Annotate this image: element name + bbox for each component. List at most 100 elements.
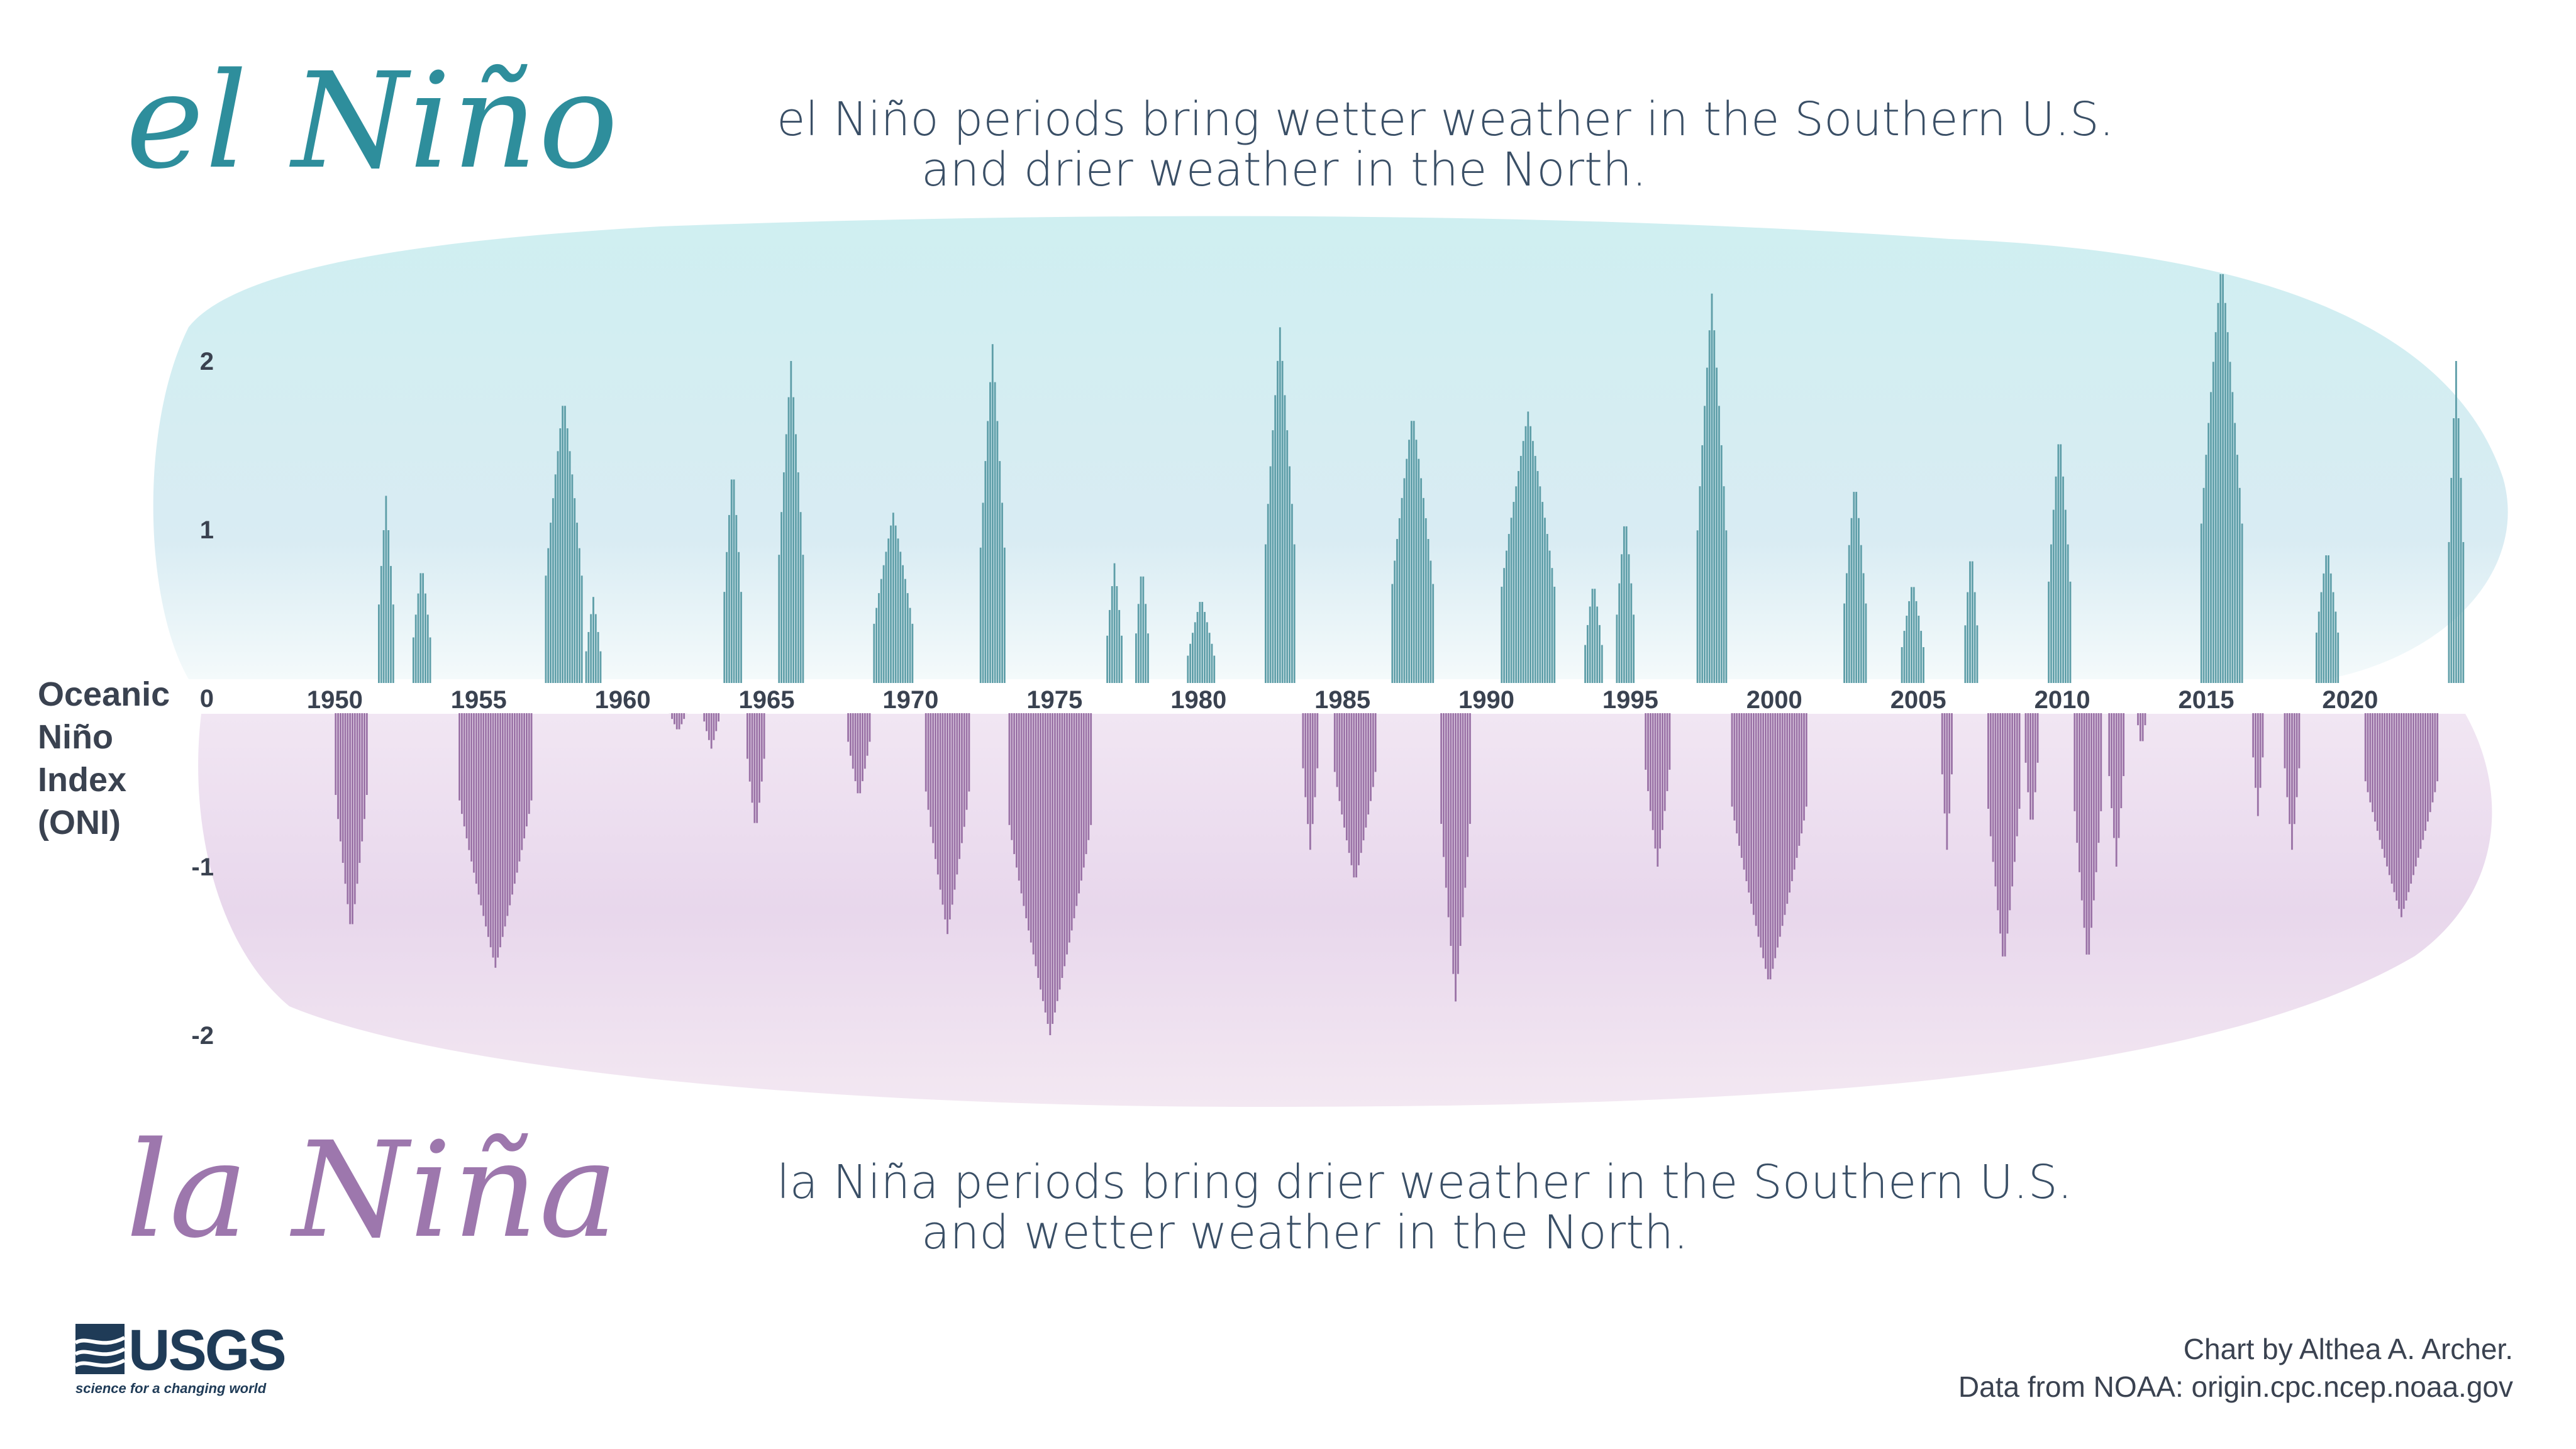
el-nino-bar (1515, 486, 1518, 698)
el-nino-bar (1213, 655, 1216, 698)
la-nina-bar (857, 698, 859, 794)
la-nina-bar (523, 698, 526, 839)
la-nina-bar (1316, 698, 1319, 769)
la-nina-bar (953, 698, 956, 890)
la-nina-bar (1951, 698, 1953, 775)
el-nino-bar (1145, 604, 1147, 698)
la-nina-bar (939, 698, 941, 890)
el-nino-bar (562, 406, 564, 698)
la-nina-bar (1358, 698, 1360, 865)
el-nino-bar (1187, 655, 1189, 698)
el-nino-bar (2231, 392, 2234, 698)
la-nina-bar (1663, 698, 1666, 811)
la-nina-bar (2396, 698, 2398, 901)
la-nina-bar (2390, 698, 2393, 884)
la-nina-bar (932, 698, 935, 843)
el-nino-bar (1553, 586, 1556, 698)
la-nina-bar (2095, 698, 2097, 872)
el-nino-bar (996, 421, 999, 698)
la-nina-bar (2139, 698, 2141, 741)
la-nina-bar (2115, 698, 2118, 867)
la-nina-bar (2296, 698, 2298, 797)
el-nino-bar (1424, 518, 1427, 698)
la-nina-bar (1374, 698, 1377, 772)
el-nino-bar (1699, 486, 1701, 698)
la-nina-bar (353, 698, 356, 904)
el-nino-bar (580, 575, 583, 698)
el-nino-bar (1398, 518, 1401, 698)
el-nino-bar (545, 575, 547, 698)
el-nino-title: el Niño (126, 44, 619, 198)
la-nina-bar (487, 698, 489, 937)
la-nina-bar (760, 698, 763, 782)
el-nino-bar (878, 593, 880, 698)
la-nina-bar (1649, 698, 1652, 811)
el-nino-bar (730, 479, 733, 698)
el-nino-bar (1967, 592, 1969, 698)
la-nina-bar (2386, 698, 2388, 867)
la-nina-bar (753, 698, 756, 823)
el-nino-bar (1858, 518, 1860, 698)
la-nina-description-line1: la Niña periods bring drier weather in t… (777, 1155, 2073, 1209)
y-tick-label: -2 (191, 1022, 214, 1050)
el-nino-bar (1003, 547, 1006, 698)
el-nino-bar (989, 382, 991, 698)
el-nino-bar (1850, 518, 1853, 698)
el-nino-bar (1618, 583, 1621, 698)
la-nina-bar (1443, 698, 1445, 857)
el-nino-bar (2064, 509, 2067, 698)
el-nino-bar (2222, 274, 2224, 698)
la-nina-bar (1066, 698, 1068, 955)
el-nino-bar (597, 631, 599, 698)
el-nino-bar (979, 547, 982, 698)
el-nino-bar (1267, 504, 1269, 698)
el-nino-bar (1696, 530, 1699, 698)
el-nino-bar (1865, 603, 1867, 698)
la-nina-bar (1058, 698, 1061, 990)
el-nino-bar (790, 361, 792, 698)
x-tick-label: 2005 (1890, 686, 1946, 714)
la-nina-bar (1049, 698, 1052, 1035)
la-nina-bar (2407, 698, 2410, 892)
la-nina-bar (1078, 698, 1080, 894)
la-nina-bar (1801, 698, 1803, 834)
la-nina-bar (2016, 698, 2018, 836)
la-nina-bar (1044, 698, 1046, 1013)
la-nina-bar (1455, 698, 1457, 1002)
la-nina-bar (2388, 698, 2390, 875)
el-nino-bar (982, 502, 984, 698)
la-nina-bar (1994, 698, 1997, 887)
el-nino-bar (1915, 601, 1918, 698)
el-nino-bar (2210, 392, 2212, 698)
la-nina-bar (2032, 698, 2034, 820)
la-nina-bar (1992, 698, 1994, 862)
la-nina-bar (1645, 698, 1647, 770)
el-nino-bar (1265, 544, 1267, 698)
el-nino-description-line2: and drier weather in the North. (921, 143, 1647, 197)
la-nina-bar (1948, 698, 1951, 814)
el-nino-bar (1211, 643, 1213, 698)
el-nino-bar (1630, 583, 1633, 698)
el-nino-bar (1918, 615, 1920, 698)
el-nino-bar (2236, 455, 2238, 698)
la-nina-bar (1796, 698, 1798, 858)
y-tick-label: 0 (200, 685, 214, 713)
el-nino-bar (2048, 581, 2050, 698)
el-nino-bar (909, 608, 911, 698)
el-nino-bar (1910, 587, 1913, 698)
la-nina-bar (2410, 698, 2412, 884)
el-nino-bar (2060, 444, 2062, 698)
la-nina-bar (365, 698, 368, 796)
la-nina-bar (1011, 698, 1013, 840)
el-nino-bar (547, 548, 550, 698)
la-nina-bar (352, 698, 353, 924)
la-nina-bar (1307, 698, 1309, 824)
la-nina-bar (706, 698, 708, 731)
la-nina-bar (748, 698, 751, 782)
la-nina-bar (475, 698, 477, 884)
el-nino-bar (787, 397, 790, 698)
la-nina-bar (2398, 698, 2400, 909)
la-nina-bar (2393, 698, 2396, 892)
el-nino-bar (885, 552, 887, 698)
la-nina-bar (2018, 698, 2021, 809)
